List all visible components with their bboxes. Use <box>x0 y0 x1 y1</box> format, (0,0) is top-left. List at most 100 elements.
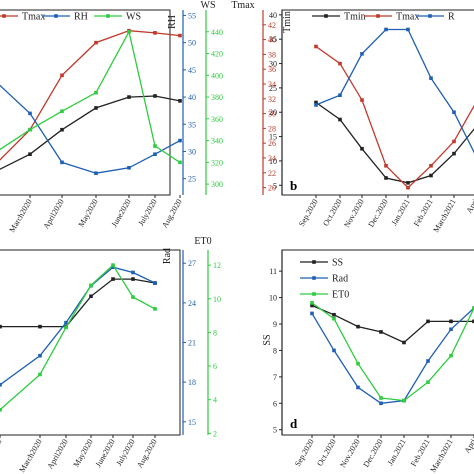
x-tick-label: March2021 <box>428 438 454 474</box>
legend-label: R <box>448 12 455 23</box>
data-point <box>94 40 98 45</box>
series-1 <box>314 44 474 190</box>
tick-label: 35 <box>269 35 277 44</box>
panel-0: 25303540455055RH300320340360380400420440… <box>0 0 276 234</box>
x-tick-label: June2020 <box>94 438 117 469</box>
tick-label: 6 <box>213 362 217 371</box>
series-line <box>311 302 474 402</box>
legend-marker <box>312 292 316 296</box>
x-tick-label: May2020 <box>72 438 95 469</box>
tick-label: 50 <box>188 39 196 48</box>
x-tick-label: Oct.2020 <box>321 198 344 228</box>
data-point <box>314 103 318 107</box>
data-point <box>426 319 430 324</box>
panel-3: 5 6 7 8 9 10 11 SS Sep.2020 Oct.2020 Nov.2020 Dec.2… <box>262 249 474 474</box>
tick-label: 11 <box>269 267 277 276</box>
legend-marker <box>324 14 328 18</box>
data-point <box>38 324 42 329</box>
x-tick-label: Oct.2020 <box>315 438 338 468</box>
data-point <box>338 61 342 66</box>
data-point <box>60 109 64 114</box>
tick-label: 30 <box>268 110 276 119</box>
data-point <box>384 163 388 168</box>
tick-label: 36 <box>268 65 276 74</box>
tick-label: 38 <box>268 50 276 59</box>
tick-label: 8 <box>273 346 277 355</box>
data-point <box>28 111 32 116</box>
legend-marker <box>428 14 432 18</box>
tick-label: 4 <box>213 396 217 405</box>
tick-label: 28 <box>268 124 276 133</box>
data-point <box>64 320 68 325</box>
x-tick-label: Aug.2020 <box>135 438 159 470</box>
x-tick-label: May2020 <box>77 198 100 229</box>
x-tick-label: July2020 <box>136 198 158 228</box>
data-point <box>402 398 406 403</box>
axis-et0: 2 4 6 8 10 12 ET0 <box>194 236 221 438</box>
x-tick-label: June2020 <box>110 198 133 229</box>
data-point <box>0 407 2 412</box>
data-point <box>0 324 2 329</box>
data-point <box>153 152 157 156</box>
data-point <box>111 265 115 269</box>
tick-label: 2 <box>213 429 217 438</box>
plot-frame <box>0 249 181 436</box>
tick-label: 18 <box>188 378 196 387</box>
legend-marker <box>2 14 6 18</box>
data-point <box>360 52 364 56</box>
tick-label: 7 <box>273 373 277 382</box>
tick-label: 30 <box>269 60 277 69</box>
series-line <box>311 307 474 404</box>
tick-label: 6 <box>273 399 277 408</box>
x-tick-label: Feb.2021 <box>412 198 435 228</box>
tick-label: 21 <box>188 339 196 348</box>
tick-label: 12 <box>213 261 221 270</box>
data-point <box>153 31 157 35</box>
data-point <box>111 263 115 267</box>
tick-label: 440 <box>211 28 223 37</box>
x-tick-label: Nov.2020 <box>342 198 365 230</box>
legend-label: SS <box>332 258 343 269</box>
data-point <box>310 301 314 305</box>
tick-label: 25 <box>188 175 196 184</box>
tick-label: 5 <box>273 181 277 190</box>
tick-label: 8 <box>213 328 217 337</box>
data-point <box>178 33 182 38</box>
tick-label: 10 <box>269 157 277 166</box>
legend-label: Tmin <box>344 12 366 23</box>
x-tick-label: Aug.2020 <box>160 198 184 230</box>
data-point <box>310 311 314 316</box>
axis-title: WS <box>201 0 216 11</box>
data-point <box>332 348 336 353</box>
x-tick-label: 2020 <box>0 438 4 456</box>
tick-label: 10 <box>213 295 221 304</box>
data-point <box>28 152 32 156</box>
x-tick-label: March2020 <box>17 438 43 474</box>
x-tick-label: Apri <box>465 197 474 215</box>
series-0 <box>0 277 157 329</box>
tick-label: 45 <box>188 66 196 75</box>
axis-title: Tmin <box>282 11 293 33</box>
panel-label: b <box>290 178 297 193</box>
series-1 <box>0 28 182 161</box>
data-point <box>178 160 182 165</box>
series-2 <box>0 84 182 176</box>
tick-label: 24 <box>268 154 276 163</box>
tick-label: 40 <box>188 93 196 102</box>
tick-label: 20 <box>268 184 276 193</box>
legend-marker <box>312 260 316 264</box>
data-point <box>360 98 364 102</box>
tick-label: 300 <box>211 180 223 189</box>
data-point <box>452 110 456 115</box>
data-point <box>356 324 360 329</box>
data-point <box>94 171 98 176</box>
tick-label: 5 <box>273 426 277 435</box>
x-tick-label: March2021 <box>431 198 457 234</box>
data-point <box>153 307 157 311</box>
axis-ws: 300 320 340 360 380 400 420 440 WS <box>201 0 223 195</box>
data-point <box>332 312 336 317</box>
series-line <box>315 101 474 184</box>
data-point <box>60 160 64 165</box>
tick-label: 15 <box>188 418 196 427</box>
x-tick-label: July2020 <box>114 438 136 468</box>
